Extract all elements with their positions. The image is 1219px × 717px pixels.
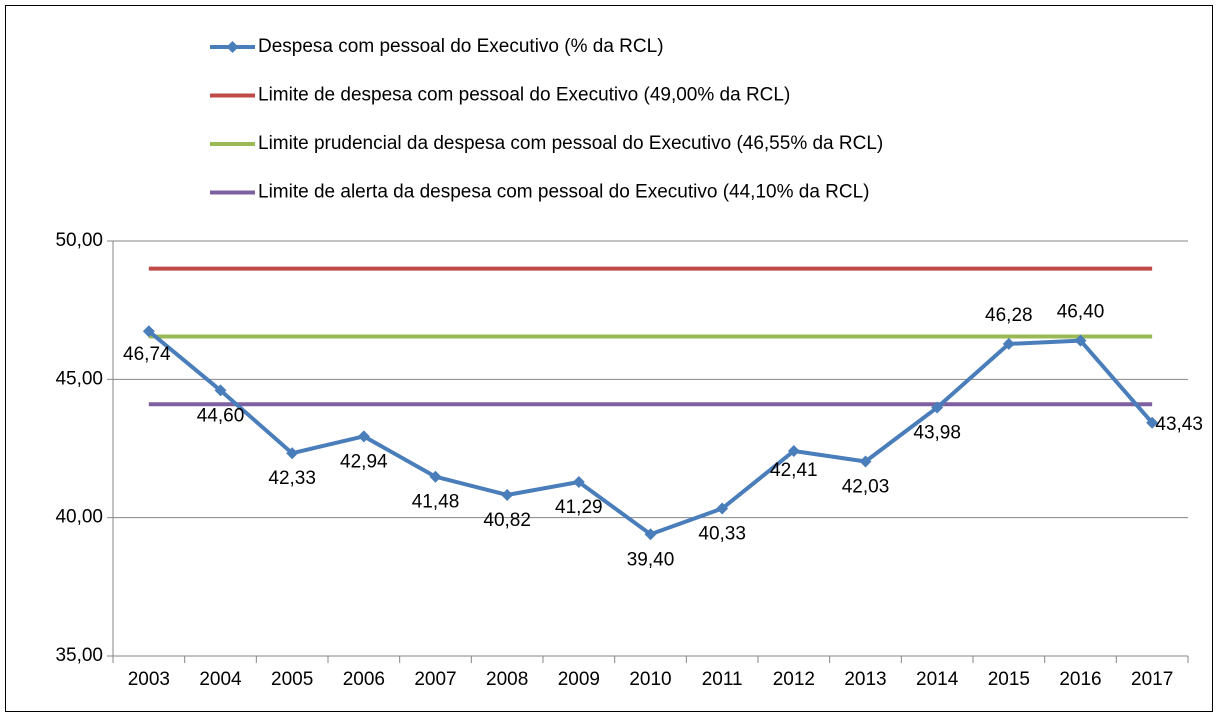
- data-label: 43,98: [913, 423, 961, 444]
- x-tick-label: 2014: [916, 669, 959, 690]
- x-tick-label: 2004: [199, 669, 242, 690]
- legend-label: Limite de despesa com pessoal do Executi…: [258, 85, 790, 106]
- data-marker: [1002, 337, 1015, 350]
- data-label: 41,48: [412, 492, 460, 513]
- data-marker: [1146, 416, 1159, 429]
- x-tick-label: 2013: [844, 669, 886, 690]
- data-label: 44,60: [197, 405, 245, 426]
- data-label: 42,94: [340, 451, 388, 472]
- x-tick-label: 2008: [486, 669, 528, 690]
- data-marker: [716, 502, 729, 515]
- data-marker: [357, 430, 370, 443]
- x-tick-label: 2010: [629, 669, 671, 690]
- x-tick-label: 2003: [128, 669, 170, 690]
- data-label: 46,28: [985, 305, 1033, 326]
- x-tick-label: 2012: [773, 669, 815, 690]
- data-marker: [787, 444, 800, 457]
- x-tick-label: 2006: [343, 669, 385, 690]
- legend-marker: [226, 41, 239, 53]
- data-label: 42,41: [770, 460, 818, 481]
- data-label: 40,33: [698, 524, 746, 545]
- legend-label: Limite prudencial da despesa com pessoal…: [258, 133, 883, 154]
- data-label: 40,82: [483, 510, 531, 531]
- data-marker: [429, 470, 442, 483]
- x-tick-label: 2017: [1131, 669, 1173, 690]
- data-label: 42,33: [268, 468, 316, 489]
- x-tick-label: 2005: [271, 669, 313, 690]
- data-marker: [286, 447, 299, 460]
- data-marker: [214, 384, 227, 397]
- data-label: 42,03: [842, 477, 890, 498]
- y-tick-label: 45,00: [55, 368, 103, 389]
- x-tick-label: 2009: [558, 669, 600, 690]
- data-marker: [859, 455, 872, 468]
- y-tick-label: 50,00: [55, 230, 103, 251]
- data-marker: [931, 401, 944, 414]
- data-label: 41,29: [555, 497, 603, 518]
- y-tick-label: 35,00: [55, 645, 103, 666]
- data-marker: [572, 475, 585, 488]
- y-tick-label: 40,00: [55, 507, 103, 528]
- legend-label: Limite de alerta da despesa com pessoal …: [258, 182, 870, 203]
- data-label: 46,74: [123, 344, 171, 365]
- data-marker: [501, 488, 514, 501]
- data-marker: [142, 325, 155, 338]
- x-tick-label: 2015: [988, 669, 1030, 690]
- legend-label: Despesa com pessoal do Executivo (% da R…: [258, 36, 664, 57]
- data-marker: [1074, 334, 1087, 347]
- data-marker: [644, 528, 657, 541]
- data-label: 43,43: [1155, 414, 1203, 435]
- x-tick-label: 2011: [702, 669, 743, 690]
- data-label: 46,40: [1057, 302, 1105, 323]
- data-label: 39,40: [627, 549, 675, 570]
- x-tick-label: 2007: [414, 669, 456, 690]
- chart-border: [5, 5, 1213, 712]
- x-tick-label: 2016: [1059, 669, 1101, 690]
